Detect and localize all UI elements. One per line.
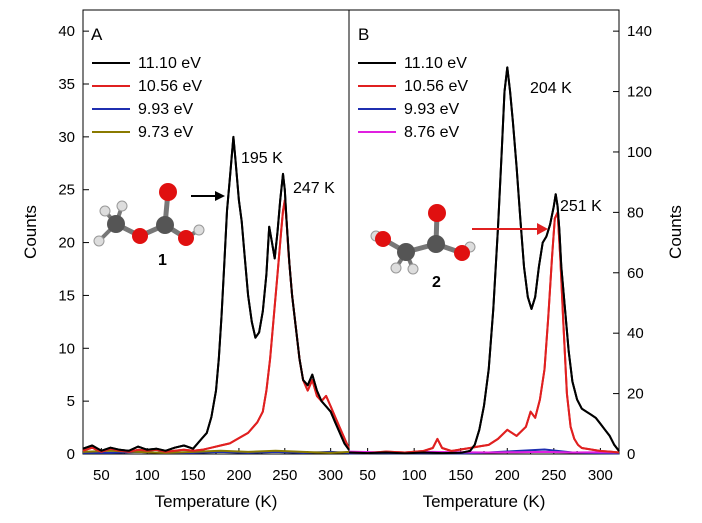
panel-b-legend-label-0: 11.10 eV xyxy=(404,55,467,72)
molecule-2-label: 2 xyxy=(432,274,441,291)
panel-a-y-tick-label-10: 10 xyxy=(58,340,75,357)
panel-b-arrow xyxy=(472,223,548,235)
panel-a-legend: 11.10 eV 10.56 eV 9.93 eV 9.73 eV xyxy=(92,55,202,141)
panel-a-y-tick-label-20: 20 xyxy=(58,235,75,252)
panel-b-y-tick-label-60: 60 xyxy=(627,265,644,282)
panel-a-series-line-top xyxy=(82,135,350,452)
panel-b-plot xyxy=(348,66,620,455)
panel-b-legend: 11.10 eV 10.56 eV 9.93 eV 8.76 eV xyxy=(358,55,468,141)
panel-a-x-tick-label-100: 100 xyxy=(135,467,160,484)
panel-a-letter: A xyxy=(91,25,103,44)
panel-b-legend-label-3: 8.76 eV xyxy=(404,124,459,141)
panel-b-x-tick-label-150: 150 xyxy=(448,467,473,484)
panel-b-peak-251: 251 K xyxy=(560,198,602,215)
panel-a-y-tick-label-0: 0 xyxy=(67,446,75,463)
panel-a-y-tick-label-25: 25 xyxy=(58,182,75,199)
panel-b-x-title: Temperature (K) xyxy=(423,492,546,511)
panel-a-series-line-top xyxy=(82,199,350,453)
panel-b-peak-204: 204 K xyxy=(530,80,572,97)
panel-a-y-tick-label-30: 30 xyxy=(58,129,75,146)
panel-a-axes: 50 100 150 200 250 300 0 5 10 15 20 25 30 35 40 xyxy=(58,23,343,484)
panel-b-series-line-0 xyxy=(348,66,620,455)
panel-b-x-tick-label-300: 300 xyxy=(588,467,613,484)
panel-b-y-tick-label-140: 140 xyxy=(627,23,652,40)
panel-a-x-tick-label-150: 150 xyxy=(181,467,206,484)
panel-a-arrow xyxy=(191,191,225,201)
panel-a-y-tick-label-5: 5 xyxy=(67,393,75,410)
panel-b-y-tick-label-80: 80 xyxy=(627,204,644,221)
panel-b-frame xyxy=(348,9,620,455)
panel-a-plot xyxy=(82,135,350,454)
panel-b-y-tick-label-40: 40 xyxy=(627,325,644,342)
panel-a-peak-195: 195 K xyxy=(241,150,283,167)
panel-a-y-tick-label-35: 35 xyxy=(58,76,75,93)
panel-b-y-tick-label-100: 100 xyxy=(627,144,652,161)
molecule-1-label: 1 xyxy=(158,252,167,269)
panel-b-y-tick-label-20: 20 xyxy=(627,386,644,403)
panel-a-y-tick-label-15: 15 xyxy=(58,287,75,304)
panel-a-legend-label-1: 10.56 eV xyxy=(138,78,202,95)
panel-b-legend-label-2: 9.93 eV xyxy=(404,101,459,118)
molecule-2-structure xyxy=(370,204,476,275)
panel-a-legend-label-3: 9.73 eV xyxy=(138,124,193,141)
panel-b-x-tick-label-50: 50 xyxy=(359,467,376,484)
panel-b-y-tick-label-120: 120 xyxy=(627,84,652,101)
panel-a-series-line-1 xyxy=(82,199,350,453)
panel-a-x-title: Temperature (K) xyxy=(155,492,278,511)
panel-b-x-tick-label-250: 250 xyxy=(541,467,566,484)
panel-b-y-tick-label-0: 0 xyxy=(627,446,635,463)
panel-b-y-title: Counts xyxy=(666,205,685,259)
panel-b-series-line-1 xyxy=(348,211,620,455)
panel-b-legend-label-1: 10.56 eV xyxy=(404,78,468,95)
panel-b-letter: B xyxy=(358,25,369,44)
panel-a-y-tick-label-40: 40 xyxy=(58,23,75,40)
panel-a-x-tick-label-250: 250 xyxy=(272,467,297,484)
panel-a-peak-247: 247 K xyxy=(293,180,335,197)
panel-b-axes: 50 100 150 200 250 300 0 20 40 60 80 100 120 140 xyxy=(359,23,652,484)
molecule-1-structure xyxy=(93,183,205,247)
panel-a-x-tick-label-300: 300 xyxy=(318,467,343,484)
panel-b-series-line-top xyxy=(348,66,620,455)
panel-a-y-title: Counts xyxy=(21,205,40,259)
panel-a-x-tick-label-50: 50 xyxy=(93,467,110,484)
panel-a-legend-label-2: 9.93 eV xyxy=(138,101,193,118)
panel-b-x-tick-label-200: 200 xyxy=(495,467,520,484)
panel-a-legend-label-0: 11.10 eV xyxy=(138,55,201,72)
panel-b-x-tick-label-100: 100 xyxy=(402,467,427,484)
panel-b-series-line-top xyxy=(348,211,620,455)
panel-a-x-tick-label-200: 200 xyxy=(226,467,251,484)
